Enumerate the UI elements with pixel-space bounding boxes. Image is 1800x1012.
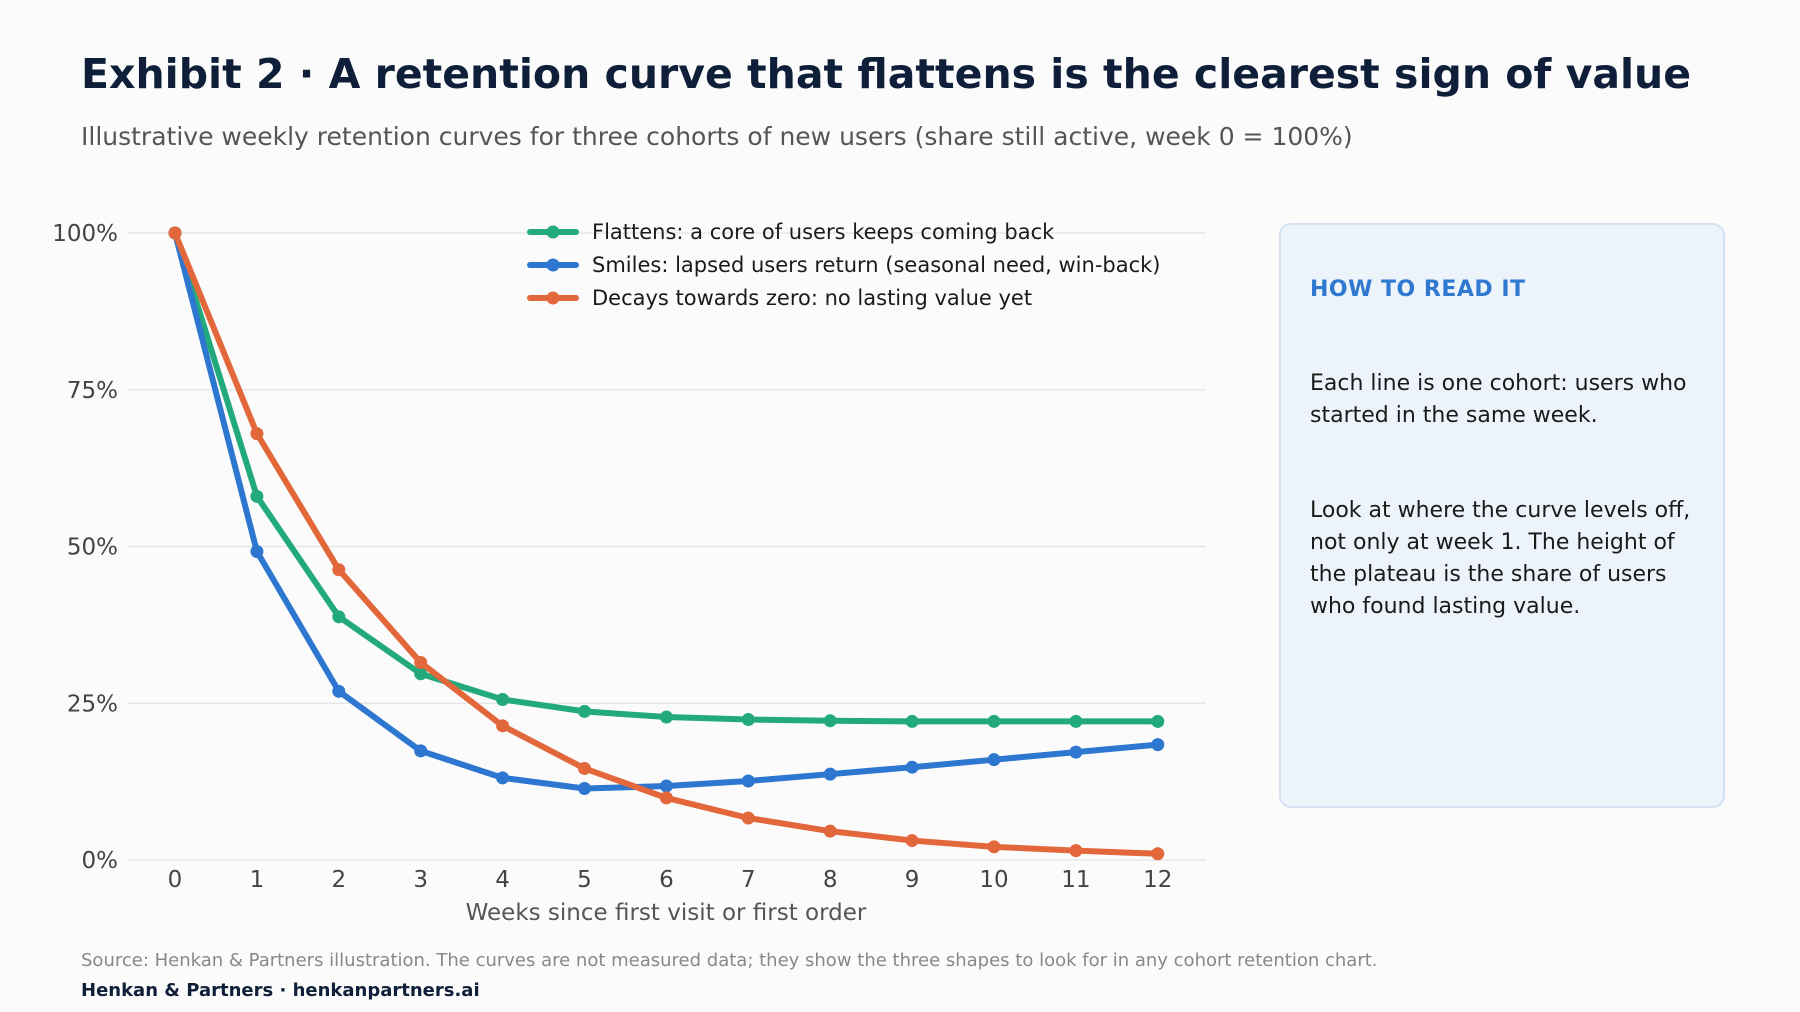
legend-label: Decays towards zero: no lasting value ye… <box>592 286 1032 310</box>
data-point <box>250 427 264 441</box>
page-subtitle: Illustrative weekly retention curves for… <box>81 122 1353 151</box>
y-tick-label: 25% <box>67 691 118 717</box>
legend-label: Smiles: lapsed users return (seasonal ne… <box>592 253 1161 277</box>
data-point <box>659 710 673 724</box>
data-point <box>332 684 346 698</box>
y-axis-ticks: 0% 25% 50% 75% 100% <box>52 221 118 874</box>
panel-paragraph-1: Each line is one cohort: users who start… <box>1310 371 1687 428</box>
y-tick-label: 50% <box>67 535 118 561</box>
data-point <box>987 714 1001 728</box>
data-point <box>496 719 510 733</box>
x-tick-label: 0 <box>168 867 183 893</box>
data-point <box>741 774 755 788</box>
data-point <box>496 692 510 706</box>
data-point <box>414 744 428 758</box>
data-point <box>823 824 837 838</box>
data-point <box>1151 847 1165 861</box>
data-point <box>578 782 591 796</box>
legend: Flattens: a core of users keeps coming b… <box>527 220 1161 310</box>
x-tick-label: 2 <box>331 867 346 893</box>
data-point <box>250 545 264 559</box>
data-point <box>496 771 510 785</box>
data-point <box>741 811 755 825</box>
data-point <box>250 489 264 503</box>
data-point <box>332 563 346 577</box>
retention-chart: 0%25%50%75%100% 0 1 2 3 4 5 6 7 8 9 10 11 12 Weeks s… <box>52 220 1206 926</box>
legend-item: Flattens: a core of users keeps coming b… <box>527 220 1055 244</box>
data-point <box>1069 714 1083 728</box>
data-point <box>414 667 428 681</box>
data-point <box>659 779 673 793</box>
data-point <box>905 760 919 774</box>
series-lines <box>168 226 1165 861</box>
data-point <box>168 226 182 240</box>
y-tick-label: 75% <box>67 378 118 404</box>
x-tick-label: 9 <box>905 867 920 893</box>
data-point <box>659 791 673 805</box>
x-tick-label: 5 <box>577 867 592 893</box>
data-point <box>1069 745 1083 759</box>
data-point <box>578 761 591 775</box>
x-tick-label: 3 <box>413 867 428 893</box>
data-point <box>823 714 837 728</box>
data-point <box>823 767 837 781</box>
x-tick-label: 7 <box>741 867 756 893</box>
legend-item: Decays towards zero: no lasting value ye… <box>527 286 1032 310</box>
panel-paragraph-2: Look at where the curve levels off, not … <box>1310 498 1691 619</box>
x-tick-label: 8 <box>823 867 838 893</box>
x-tick-label: 12 <box>1143 867 1172 893</box>
series-3 <box>168 226 1165 861</box>
y-tick-label: 0% <box>82 848 119 874</box>
legend-marker <box>546 258 560 272</box>
legend-label: Flattens: a core of users keeps coming b… <box>592 220 1055 244</box>
x-tick-label: 4 <box>495 867 510 893</box>
data-point <box>332 610 346 624</box>
data-point <box>905 714 919 728</box>
data-point <box>741 713 755 727</box>
x-tick-label: 11 <box>1061 867 1090 893</box>
legend-marker <box>546 225 560 239</box>
legend-marker <box>546 291 560 305</box>
x-axis-ticks: 0 1 2 3 4 5 6 7 8 9 10 11 12 <box>168 867 1173 893</box>
data-point <box>905 834 919 848</box>
x-tick-label: 1 <box>250 867 265 893</box>
panel-heading: HOW TO READ IT <box>1310 277 1526 302</box>
data-point <box>1151 714 1165 728</box>
page-title: Exhibit 2 · A retention curve that flatt… <box>81 50 1692 98</box>
data-point <box>1069 844 1083 858</box>
legend-item: Smiles: lapsed users return (seasonal ne… <box>527 253 1161 277</box>
y-tick-label: 100% <box>52 221 118 247</box>
data-point <box>987 753 1001 767</box>
how-to-read-panel: HOW TO READ IT Each line is one cohort: … <box>1279 223 1725 808</box>
data-point <box>1151 738 1165 752</box>
data-point <box>987 840 1001 854</box>
data-point <box>414 655 428 669</box>
brand-footer: Henkan & Partners · henkanpartners.ai <box>81 980 480 1001</box>
series-2 <box>168 226 1165 796</box>
x-axis-label: Weeks since first visit or first order <box>466 900 867 926</box>
x-tick-label: 10 <box>979 867 1008 893</box>
source-note: Source: Henkan & Partners illustration. … <box>81 950 1378 971</box>
data-point <box>578 704 591 718</box>
x-tick-label: 6 <box>659 867 674 893</box>
series-line <box>172 230 1161 792</box>
grid-lines <box>127 232 1206 861</box>
